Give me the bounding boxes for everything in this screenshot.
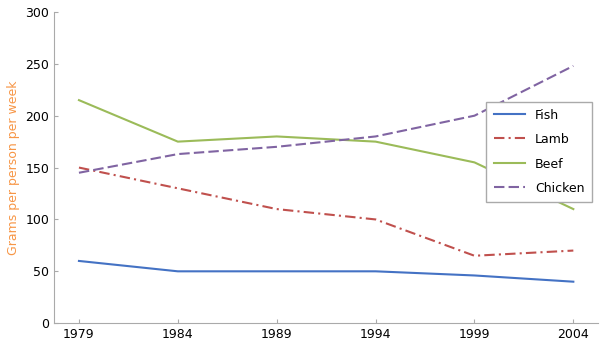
Legend: Fish, Lamb, Beef, Chicken: Fish, Lamb, Beef, Chicken xyxy=(486,102,592,203)
Y-axis label: Grams per person per week: Grams per person per week xyxy=(7,80,20,255)
